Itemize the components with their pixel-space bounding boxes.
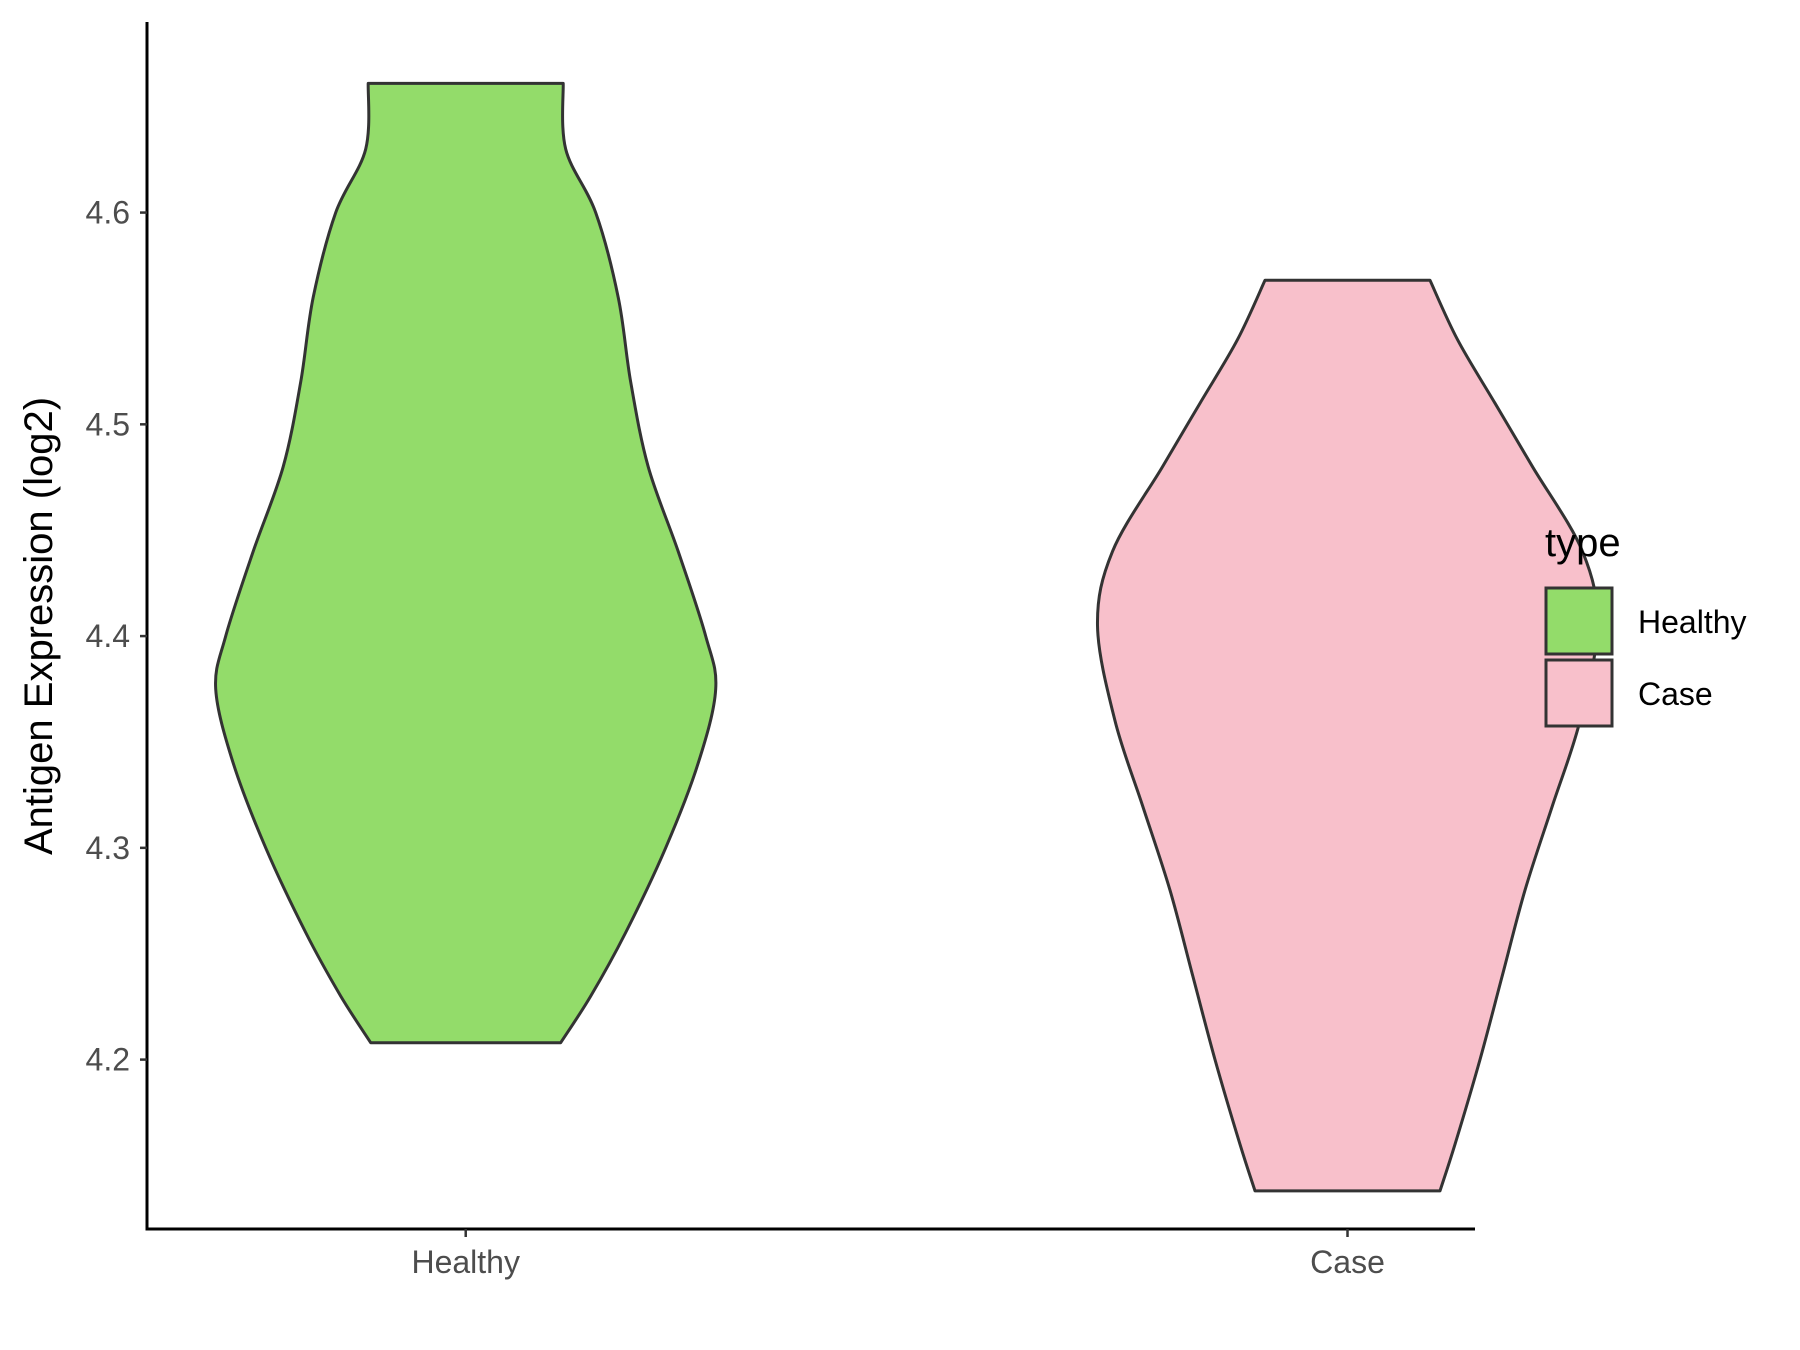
legend: type Healthy Case xyxy=(1544,521,1747,728)
y-tick-label: 4.5 xyxy=(86,406,130,442)
violin-case xyxy=(1095,278,1600,1193)
y-tick-label: 4.4 xyxy=(86,618,130,654)
x-ticks: Healthy Case xyxy=(411,1229,1385,1280)
legend-title: type xyxy=(1545,521,1621,565)
legend-label-case: Case xyxy=(1638,676,1713,712)
legend-swatch-case xyxy=(1544,658,1614,728)
violin-healthy xyxy=(214,81,718,1045)
y-tick-label: 4.3 xyxy=(86,830,130,866)
y-ticks: 4.2 4.3 4.4 4.5 4.6 xyxy=(86,195,147,1078)
legend-swatch-healthy xyxy=(1544,586,1614,656)
x-tick-label: Healthy xyxy=(411,1244,520,1280)
y-tick-label: 4.2 xyxy=(86,1042,130,1078)
x-tick-label: Case xyxy=(1310,1244,1385,1280)
violins-layer xyxy=(214,81,1600,1193)
y-axis-title: Antigen Expression (log2) xyxy=(17,397,61,855)
axes-layer xyxy=(145,22,1475,1231)
legend-label-healthy: Healthy xyxy=(1638,604,1747,640)
y-tick-label: 4.6 xyxy=(86,195,130,231)
